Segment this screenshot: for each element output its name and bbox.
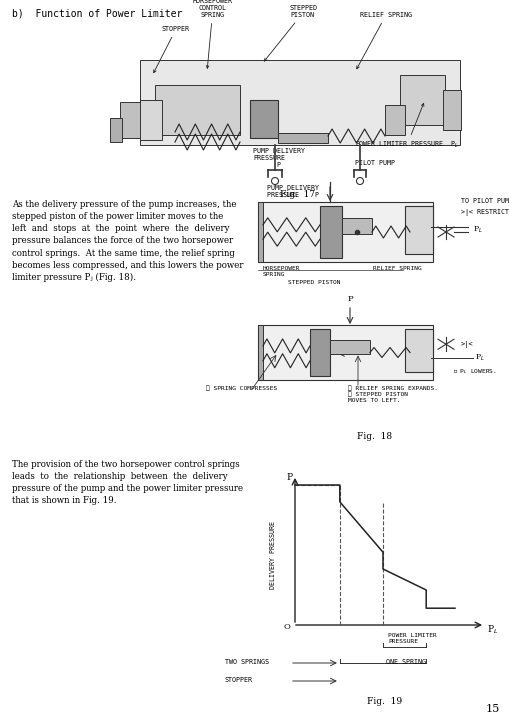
Text: RELIEF SPRING: RELIEF SPRING	[372, 266, 421, 271]
Bar	[249, 100, 277, 138]
Text: ① SPRING COMPRESSES: ① SPRING COMPRESSES	[206, 385, 277, 390]
Bar	[155, 85, 240, 135]
Text: PILOT PUMP: PILOT PUMP	[354, 160, 394, 166]
Text: P: P	[286, 473, 293, 482]
Bar	[277, 133, 327, 143]
Text: O: O	[282, 623, 290, 631]
Text: POWER LIMITER PRESSURE  P$_L$: POWER LIMITER PRESSURE P$_L$	[354, 104, 458, 150]
Text: RELIEF SPRING: RELIEF SPRING	[356, 12, 411, 69]
Bar	[120, 102, 142, 138]
Bar	[258, 202, 263, 262]
Text: Fig.  17: Fig. 17	[280, 190, 315, 199]
Text: ③ RELIEF SPRING EXPANDS.
① STEPPED PISTON
MOVES TO LEFT.: ③ RELIEF SPRING EXPANDS. ① STEPPED PISTO…	[347, 385, 437, 403]
Text: STEPPED
PISTON: STEPPED PISTON	[264, 5, 318, 61]
Text: TWO SPRINGS: TWO SPRINGS	[224, 659, 268, 665]
Text: ② P$_L$ LOWERS.: ② P$_L$ LOWERS.	[452, 367, 496, 376]
Text: P$_L$: P$_L$	[486, 623, 497, 636]
Text: P$_L$: P$_L$	[474, 353, 484, 363]
Text: HORSEPOWER
SPRING: HORSEPOWER SPRING	[263, 266, 300, 277]
Bar	[258, 325, 263, 380]
Text: b)  Function of Power Limiter: b) Function of Power Limiter	[12, 8, 182, 18]
Text: HORSEPOWER
CONTROL
SPRING: HORSEPOWER CONTROL SPRING	[192, 0, 233, 68]
Text: STOPPER: STOPPER	[224, 677, 252, 683]
Text: PUMP DELIVERY
PRESSURE    P: PUMP DELIVERY PRESSURE P	[267, 185, 318, 198]
Text: >|< RESTRICTOR: >|< RESTRICTOR	[460, 209, 509, 216]
Bar	[140, 100, 162, 140]
Bar	[442, 90, 460, 130]
Text: 15: 15	[485, 704, 499, 714]
Text: P$_L$: P$_L$	[472, 224, 482, 235]
Bar	[384, 105, 404, 135]
Bar	[258, 325, 432, 380]
Text: Fig.  18: Fig. 18	[357, 432, 392, 441]
Text: ONE SPRING: ONE SPRING	[385, 659, 425, 665]
Text: >|<: >|<	[460, 341, 473, 348]
Text: POWER LIMITER
PRESSURE: POWER LIMITER PRESSURE	[387, 633, 436, 644]
Text: DELIVERY PRESSURE: DELIVERY PRESSURE	[269, 521, 275, 589]
Bar	[140, 60, 459, 145]
Bar	[399, 75, 444, 125]
Text: STEPPED PISTON: STEPPED PISTON	[288, 280, 340, 285]
Bar	[258, 202, 432, 262]
Bar	[110, 118, 122, 142]
Text: Fig.  19: Fig. 19	[366, 697, 402, 706]
Bar	[404, 206, 432, 254]
Bar	[309, 329, 329, 376]
Bar	[404, 329, 432, 372]
Text: STOPPER: STOPPER	[153, 26, 190, 72]
Text: As the delivery pressure of the pump increases, the
stepped piston of the power : As the delivery pressure of the pump inc…	[12, 200, 243, 282]
Bar	[319, 206, 342, 258]
Text: TO PILOT PUMP: TO PILOT PUMP	[460, 198, 509, 204]
Text: PUMP DELIVERY
PRESSURE
      P: PUMP DELIVERY PRESSURE P	[252, 148, 304, 168]
Text: The provision of the two horsepower control springs
leads  to  the  relationship: The provision of the two horsepower cont…	[12, 460, 243, 505]
Bar	[342, 218, 371, 234]
Bar	[329, 340, 369, 354]
Text: P: P	[347, 295, 352, 303]
